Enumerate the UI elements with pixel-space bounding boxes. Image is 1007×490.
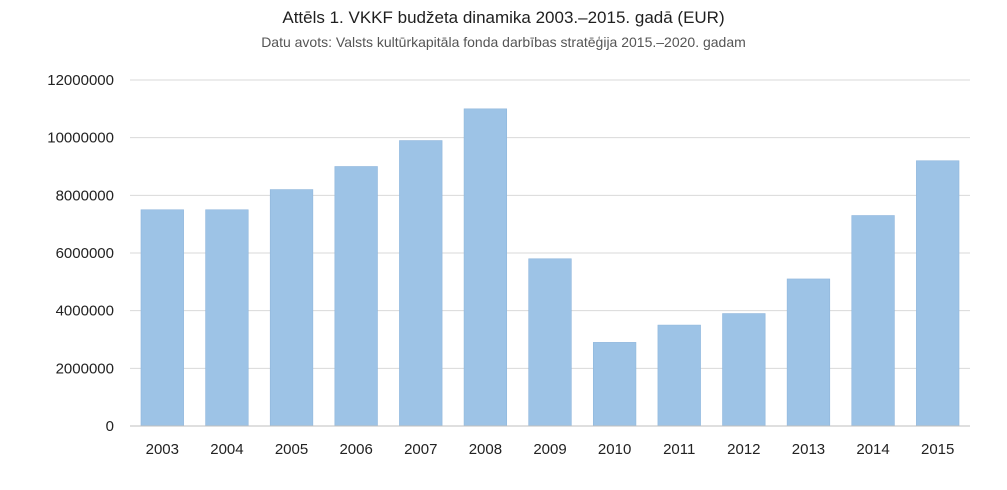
- y-tick-label: 6000000: [56, 245, 114, 262]
- bar-2004: [205, 209, 249, 427]
- bar-2011: [657, 324, 701, 427]
- x-tick-label: 2006: [339, 441, 372, 458]
- bar-2012: [722, 313, 766, 427]
- x-tick-label: 2014: [856, 441, 889, 458]
- bar-2009: [528, 258, 572, 427]
- bars: [140, 108, 960, 427]
- bar-2013: [786, 278, 831, 427]
- x-tick-label: 2003: [146, 441, 179, 458]
- bar-2003: [140, 209, 184, 427]
- y-tick-label: 2000000: [56, 360, 114, 377]
- x-tick-label: 2013: [792, 441, 825, 458]
- x-tick-label: 2005: [275, 441, 308, 458]
- chart-subtitle: Datu avots: Valsts kultūrkapitāla fonda …: [261, 34, 746, 50]
- bar-2007: [399, 140, 443, 427]
- x-axis-tick-labels: 2003 2004 2005 2006 2007 2008 2009 2010 2011 2012…: [146, 441, 955, 458]
- y-tick-label: 10000000: [47, 130, 114, 147]
- bar-2010: [592, 342, 637, 427]
- x-tick-label: 2007: [404, 441, 437, 458]
- x-tick-label: 2010: [598, 441, 631, 458]
- y-tick-label: 12000000: [47, 72, 114, 89]
- y-tick-label: 8000000: [56, 187, 114, 204]
- bar-2006: [334, 166, 378, 427]
- x-tick-label: 2011: [663, 441, 695, 458]
- y-tick-label: 0: [106, 418, 114, 435]
- x-tick-label: 2012: [727, 441, 760, 458]
- chart-title: Attēls 1. VKKF budžeta dinamika 2003.–20…: [282, 8, 725, 27]
- bar-2005: [269, 189, 314, 427]
- y-tick-label: 4000000: [56, 303, 114, 320]
- x-tick-label: 2004: [210, 441, 243, 458]
- x-tick-label: 2015: [921, 441, 954, 458]
- bar-2015: [916, 160, 960, 427]
- y-axis-tick-labels: 0 2000000 4000000 6000000 8000000 10000000 120…: [47, 72, 114, 435]
- bar-2014: [851, 215, 895, 427]
- x-tick-label: 2009: [533, 441, 566, 458]
- x-tick-label: 2008: [469, 441, 502, 458]
- bar-2008: [463, 108, 508, 427]
